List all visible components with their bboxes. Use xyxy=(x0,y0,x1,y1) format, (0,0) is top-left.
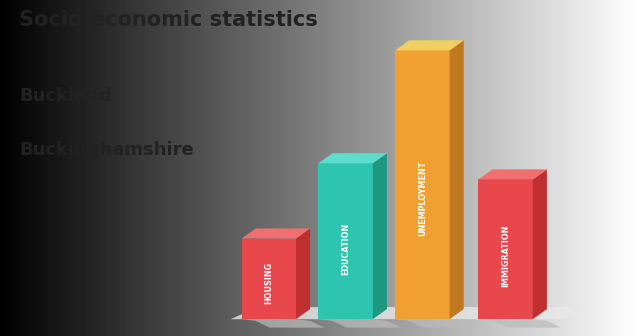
Polygon shape xyxy=(319,153,387,163)
Text: HOUSING: HOUSING xyxy=(264,262,273,304)
Polygon shape xyxy=(319,319,401,328)
Polygon shape xyxy=(479,169,547,179)
Polygon shape xyxy=(242,228,310,239)
Polygon shape xyxy=(242,319,324,328)
Polygon shape xyxy=(479,319,561,328)
Text: Buckland: Buckland xyxy=(19,87,112,106)
Polygon shape xyxy=(532,169,547,319)
Text: EDUCATION: EDUCATION xyxy=(341,223,350,275)
Text: Socio-economic statistics: Socio-economic statistics xyxy=(19,10,318,30)
Polygon shape xyxy=(450,40,463,319)
Polygon shape xyxy=(372,153,387,319)
Text: Buckinghamshire: Buckinghamshire xyxy=(19,141,194,159)
Polygon shape xyxy=(396,40,463,50)
Polygon shape xyxy=(242,239,296,319)
Polygon shape xyxy=(396,50,450,319)
Text: UNEMPLOYMENT: UNEMPLOYMENT xyxy=(418,161,427,236)
Polygon shape xyxy=(296,228,310,319)
Polygon shape xyxy=(396,319,478,328)
Polygon shape xyxy=(479,179,532,319)
Polygon shape xyxy=(230,307,591,319)
Polygon shape xyxy=(319,163,372,319)
Text: IMMIGRATION: IMMIGRATION xyxy=(501,225,510,288)
